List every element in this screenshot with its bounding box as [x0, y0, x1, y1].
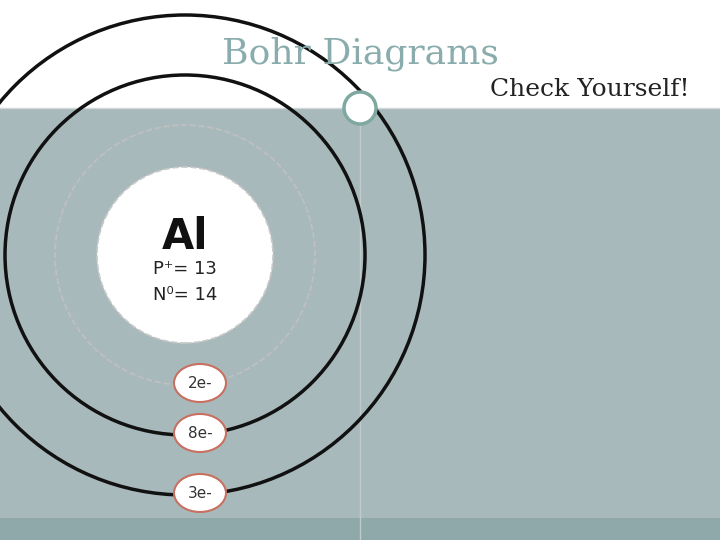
- Text: P⁺= 13: P⁺= 13: [153, 260, 217, 278]
- Circle shape: [97, 167, 273, 343]
- Text: 3e-: 3e-: [188, 485, 212, 501]
- Text: Check Yourself!: Check Yourself!: [490, 78, 690, 102]
- Text: 8e-: 8e-: [188, 426, 212, 441]
- Text: N⁰= 14: N⁰= 14: [153, 286, 217, 304]
- FancyBboxPatch shape: [0, 0, 720, 108]
- Circle shape: [344, 92, 376, 124]
- Text: Al: Al: [162, 216, 208, 258]
- Text: 2e-: 2e-: [188, 375, 212, 390]
- Text: Bohr Diagrams: Bohr Diagrams: [222, 37, 498, 71]
- Ellipse shape: [174, 364, 226, 402]
- Ellipse shape: [174, 414, 226, 452]
- Ellipse shape: [174, 474, 226, 512]
- FancyBboxPatch shape: [0, 108, 720, 518]
- FancyBboxPatch shape: [0, 518, 720, 540]
